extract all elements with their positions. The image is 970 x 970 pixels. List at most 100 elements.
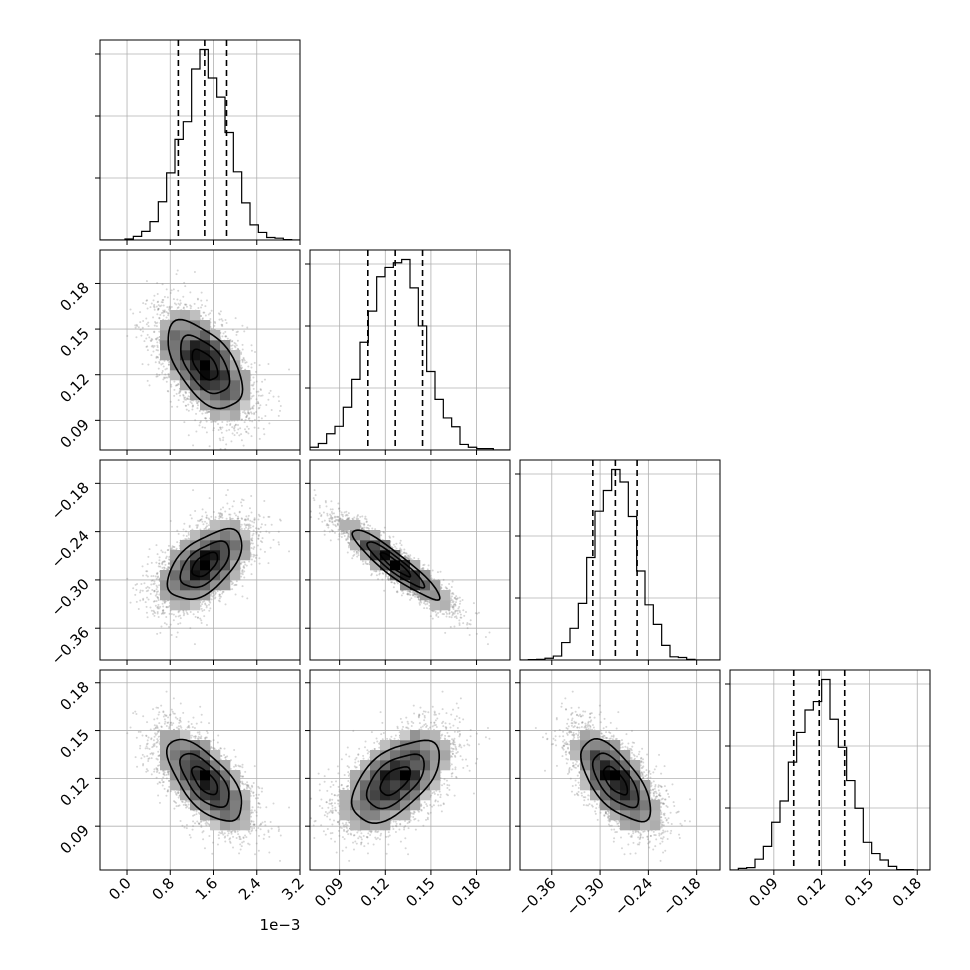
sample-point <box>174 615 177 618</box>
sample-point <box>152 299 155 302</box>
sample-point <box>184 391 187 394</box>
sample-point <box>161 562 164 565</box>
sample-point <box>174 384 177 387</box>
sample-point <box>158 556 161 559</box>
density-cell <box>180 370 191 381</box>
sample-point <box>258 437 261 440</box>
sample-point <box>244 412 247 415</box>
sample-point <box>240 352 243 355</box>
sample-point <box>173 388 176 391</box>
sample-point <box>153 308 156 311</box>
sample-point <box>185 398 188 401</box>
sample-point <box>182 393 185 396</box>
sample-point <box>259 394 262 397</box>
density-cell <box>230 380 241 391</box>
sample-point <box>147 325 150 328</box>
sample-point <box>234 514 237 517</box>
sample-point <box>191 404 194 407</box>
sample-point <box>146 345 149 348</box>
sample-point <box>225 494 228 497</box>
sample-point <box>175 303 178 306</box>
density-cell <box>190 380 201 391</box>
sample-point <box>156 292 159 295</box>
sample-point <box>233 429 236 432</box>
sample-point <box>255 398 258 401</box>
sample-point <box>230 583 233 586</box>
sample-point <box>155 373 158 376</box>
contour-level-1 <box>191 348 219 381</box>
sample-point <box>145 317 148 320</box>
sample-point <box>205 526 208 529</box>
sample-point <box>168 566 171 569</box>
density-cell <box>170 320 181 331</box>
sample-point <box>153 344 156 347</box>
sample-point <box>213 324 216 327</box>
sample-point <box>129 308 132 311</box>
sample-point <box>250 435 253 438</box>
sample-point <box>155 561 158 564</box>
sample-point <box>242 444 245 447</box>
sample-point <box>225 321 228 324</box>
density-cell <box>200 340 211 351</box>
contour-level-3 <box>167 318 244 410</box>
sample-point <box>185 303 188 306</box>
sample-point <box>257 513 260 516</box>
sample-point <box>226 420 229 423</box>
sample-point <box>166 390 169 393</box>
sample-point <box>217 312 220 315</box>
sample-point <box>155 348 158 351</box>
sample-point <box>156 375 159 378</box>
sample-point <box>240 364 243 367</box>
sample-point <box>176 307 179 310</box>
sample-point <box>242 358 245 361</box>
sample-point <box>188 391 191 394</box>
sample-point <box>185 305 188 308</box>
sample-point <box>156 282 159 285</box>
sample-point <box>243 421 246 424</box>
sample-point <box>236 424 239 427</box>
sample-point <box>225 517 228 520</box>
sample-point <box>148 336 151 339</box>
sample-point <box>156 301 159 304</box>
sample-point <box>201 317 204 320</box>
sample-point <box>151 344 154 347</box>
sample-point <box>156 355 159 358</box>
sample-point <box>233 424 236 427</box>
sample-point <box>209 312 212 315</box>
sample-point <box>241 456 243 458</box>
sample-point <box>233 345 236 348</box>
sample-point <box>240 367 243 370</box>
sample-point <box>232 427 235 430</box>
sample-point <box>169 400 172 403</box>
sample-point <box>152 316 155 319</box>
sample-point <box>159 313 162 316</box>
density-cell <box>210 350 221 361</box>
sample-point <box>178 303 181 306</box>
sample-point <box>150 339 153 342</box>
sample-point <box>197 400 200 403</box>
sample-point <box>257 416 260 419</box>
density-cell <box>190 310 201 321</box>
sample-point <box>249 519 252 522</box>
sample-point <box>153 590 156 593</box>
sample-point <box>219 447 222 450</box>
sample-point <box>249 411 252 414</box>
sample-point <box>288 550 291 553</box>
sample-point <box>182 400 185 403</box>
sample-point <box>157 356 160 359</box>
sample-point <box>146 570 149 573</box>
sample-point <box>236 339 239 342</box>
sample-point <box>253 413 256 416</box>
sample-point <box>153 303 156 306</box>
sample-point <box>166 376 169 379</box>
sample-point <box>184 392 187 395</box>
sample-point <box>204 527 207 530</box>
sample-point <box>214 321 217 324</box>
sample-point <box>149 606 152 609</box>
sample-point <box>182 295 185 298</box>
sample-point <box>185 534 188 537</box>
sample-point <box>255 554 258 557</box>
sample-point <box>155 356 158 359</box>
sample-point <box>200 299 203 302</box>
sample-point <box>212 429 215 432</box>
